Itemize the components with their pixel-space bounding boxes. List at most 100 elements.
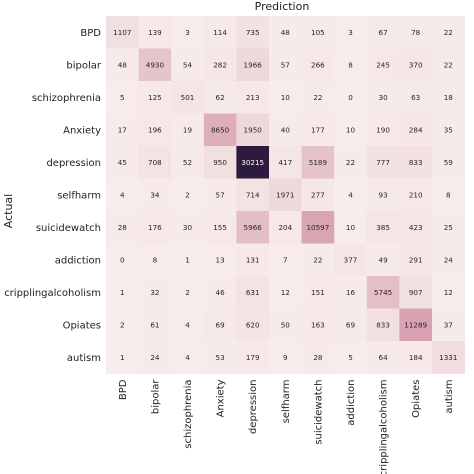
x-tick-label: Opiates xyxy=(411,380,422,418)
cell-value-label: 9 xyxy=(283,353,288,362)
heatmap-cell xyxy=(203,308,237,342)
heatmap-cell xyxy=(301,341,335,374)
heatmap-cell xyxy=(171,16,205,49)
heatmap-cell xyxy=(334,341,368,374)
cell-value-label: 708 xyxy=(148,158,162,167)
x-tick-label: selfharm xyxy=(281,380,292,424)
heatmap-cell xyxy=(432,16,465,49)
cell-value-label: 2 xyxy=(120,320,125,329)
heatmap-cell xyxy=(334,276,368,309)
cell-value-label: 53 xyxy=(216,353,225,362)
heatmap-cell xyxy=(138,146,172,179)
x-tick-label: addiction xyxy=(346,380,357,426)
heatmap-cell xyxy=(269,308,302,342)
cell-value-label: 10597 xyxy=(306,223,329,232)
cell-value-label: 1971 xyxy=(276,190,294,199)
heatmap-cell xyxy=(301,276,335,309)
cell-value-label: 131 xyxy=(246,255,260,264)
y-tick-label: selfharm xyxy=(57,190,101,201)
cell-value-label: 907 xyxy=(409,288,423,297)
heatmap-cell xyxy=(301,211,335,244)
heatmap-cell xyxy=(269,178,302,212)
heatmap-cell xyxy=(106,16,139,49)
cell-value-label: 10 xyxy=(346,125,356,134)
heatmap-cell xyxy=(106,341,139,374)
heatmap-cell xyxy=(236,211,270,244)
cell-value-label: 28 xyxy=(118,223,128,232)
cell-value-label: 277 xyxy=(311,190,325,199)
chart-title: Prediction xyxy=(255,0,310,13)
heatmap-cell xyxy=(203,146,237,179)
cell-value-label: 620 xyxy=(246,320,260,329)
cell-value-label: 417 xyxy=(278,158,292,167)
heatmap-cell xyxy=(203,81,237,114)
cell-value-label: 19 xyxy=(183,125,193,134)
heatmap-cell xyxy=(334,308,368,342)
cell-value-label: 24 xyxy=(150,353,160,362)
cell-value-label: 67 xyxy=(379,28,388,37)
heatmap-cell xyxy=(106,48,139,82)
cell-value-label: 5189 xyxy=(309,158,328,167)
heatmap-cell xyxy=(366,341,400,374)
heatmap-cell xyxy=(203,178,237,212)
heatmap-cell xyxy=(366,48,400,82)
cell-value-label: 631 xyxy=(246,288,260,297)
cell-value-label: 52 xyxy=(183,158,192,167)
heatmap-cell xyxy=(236,308,270,342)
cell-value-label: 385 xyxy=(376,223,390,232)
heatmap-cell xyxy=(203,113,237,147)
heatmap-cell xyxy=(138,113,172,147)
heatmap-cell xyxy=(138,211,172,244)
cell-value-label: 62 xyxy=(216,93,225,102)
heatmap-cell xyxy=(236,276,270,309)
x-tick-label: BPD xyxy=(118,379,129,400)
cell-value-label: 423 xyxy=(409,223,423,232)
heatmap-cell xyxy=(432,308,465,342)
x-tick-label: schizophrenia xyxy=(183,380,194,449)
cell-value-label: 16 xyxy=(346,288,356,297)
cell-value-label: 1 xyxy=(120,353,125,362)
cell-value-label: 5 xyxy=(120,93,125,102)
heatmap-cell xyxy=(366,113,400,147)
cell-value-label: 833 xyxy=(409,158,423,167)
heatmap-cell xyxy=(399,276,433,309)
heatmap-cell xyxy=(269,146,302,179)
heatmap-cell xyxy=(269,211,302,244)
heatmap-cell xyxy=(171,341,205,374)
heatmap-cell xyxy=(334,48,368,82)
cell-value-label: 49 xyxy=(379,255,389,264)
cell-value-label: 833 xyxy=(376,320,390,329)
cell-value-label: 176 xyxy=(148,223,162,232)
cell-value-label: 22 xyxy=(313,93,322,102)
y-tick-label: suicidewatch xyxy=(36,223,101,234)
heatmap-cell xyxy=(171,146,205,179)
heatmap-cell xyxy=(399,113,433,147)
cell-value-label: 714 xyxy=(246,190,260,199)
cell-value-label: 204 xyxy=(278,223,292,232)
cell-value-label: 35 xyxy=(444,125,453,134)
heatmap-cell xyxy=(269,113,302,147)
heatmap-cell xyxy=(171,113,205,147)
cell-value-label: 8 xyxy=(348,60,353,69)
heatmap-cell xyxy=(106,81,139,114)
cell-value-label: 2 xyxy=(185,288,190,297)
x-tick-label: suicidewatch xyxy=(313,380,324,445)
cell-value-label: 40 xyxy=(281,125,291,134)
heatmap-cell xyxy=(301,243,335,277)
heatmap-cell xyxy=(138,178,172,212)
heatmap-cell xyxy=(399,81,433,114)
cell-value-label: 13 xyxy=(216,255,225,264)
heatmap-cell xyxy=(432,146,465,179)
heatmap-cell xyxy=(432,178,465,212)
cell-value-label: 266 xyxy=(311,60,325,69)
heatmap-cell xyxy=(301,81,335,114)
cell-value-label: 0 xyxy=(120,255,125,264)
cell-value-label: 155 xyxy=(213,223,227,232)
x-tick-label: cripplingalcoholism xyxy=(379,380,390,474)
heatmap-cell xyxy=(236,113,270,147)
cell-value-label: 10 xyxy=(281,93,291,102)
heatmap-cell xyxy=(432,48,465,82)
cell-value-label: 1107 xyxy=(113,28,131,37)
